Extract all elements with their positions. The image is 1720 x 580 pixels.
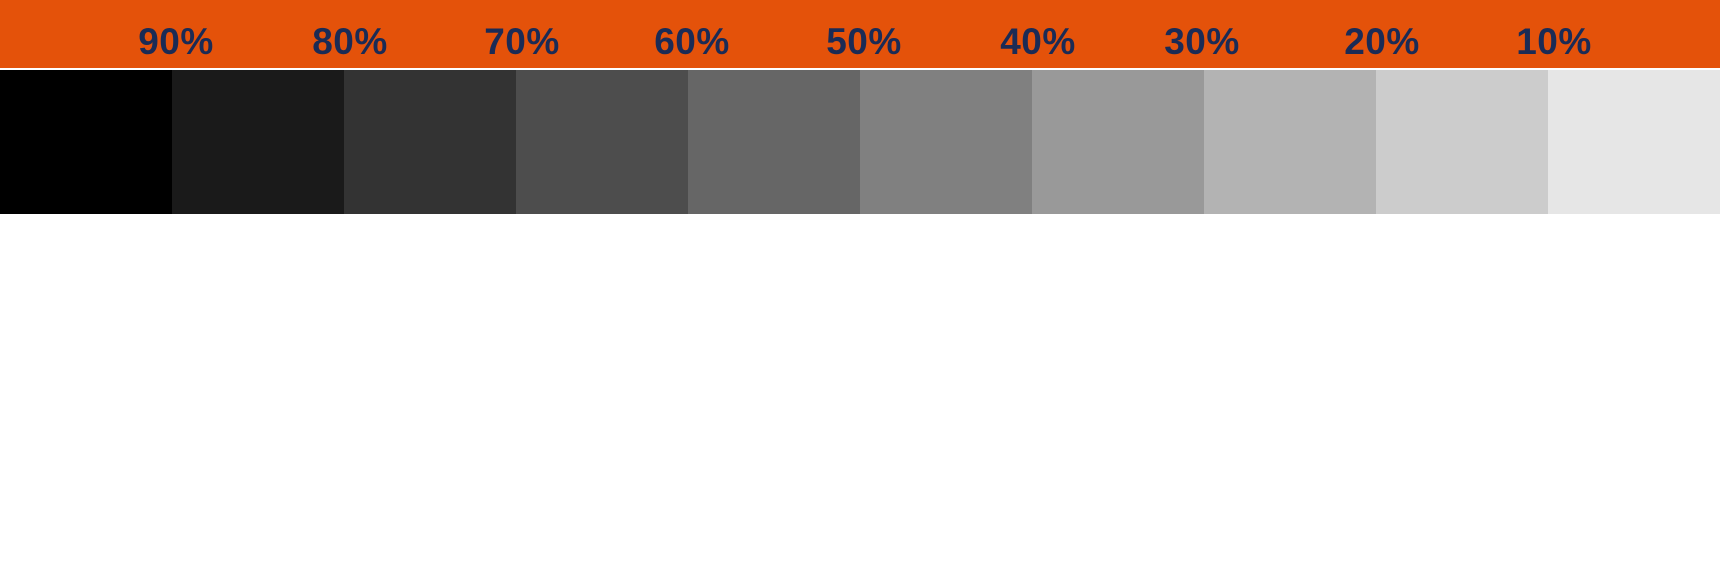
gray-swatch-row [0,70,1720,214]
percentage-label-80: 80% [312,21,388,62]
gray-swatch [172,70,344,214]
gray-swatch [0,70,172,214]
gray-swatch [344,70,516,214]
blank-canvas-area [0,214,1720,580]
header-band [0,0,1720,68]
gray-swatch [516,70,688,214]
gray-swatch [1548,70,1720,214]
header-divider [0,68,1720,70]
percentage-label-10: 10% [1516,21,1592,62]
gray-swatch [1204,70,1376,214]
percentage-label-20: 20% [1344,21,1420,62]
percentage-label-70: 70% [484,21,560,62]
percentage-label-60: 60% [654,21,730,62]
percentage-label-90: 90% [138,21,214,62]
percentage-label-30: 30% [1164,21,1240,62]
gray-swatch [1032,70,1204,214]
percentage-label-50: 50% [826,21,902,62]
gray-swatch [688,70,860,214]
gray-swatch [860,70,1032,214]
percentage-label-40: 40% [1000,21,1076,62]
gray-swatch [1376,70,1548,214]
